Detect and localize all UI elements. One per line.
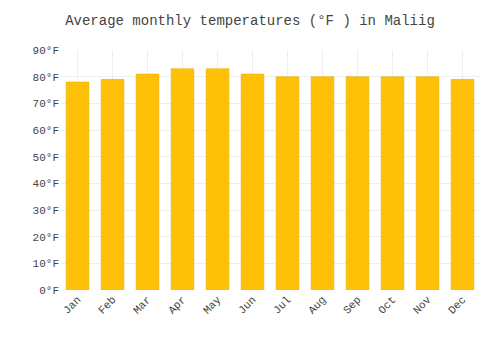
svg-text:Nov: Nov — [411, 294, 434, 317]
svg-text:Mar: Mar — [131, 294, 153, 316]
svg-text:Oct: Oct — [376, 294, 398, 316]
svg-text:Aug: Aug — [306, 294, 328, 316]
svg-text:20°F: 20°F — [33, 232, 59, 244]
svg-text:Dec: Dec — [446, 294, 468, 316]
svg-text:Apr: Apr — [166, 294, 188, 316]
svg-text:70°F: 70°F — [33, 98, 59, 110]
svg-text:90°F: 90°F — [33, 45, 59, 57]
svg-text:Sep: Sep — [341, 294, 363, 316]
svg-text:Feb: Feb — [96, 294, 118, 316]
svg-text:May: May — [201, 294, 224, 317]
svg-text:Jan: Jan — [61, 294, 83, 316]
svg-text:Jun: Jun — [236, 294, 258, 316]
svg-text:40°F: 40°F — [33, 178, 59, 190]
svg-text:50°F: 50°F — [33, 152, 59, 164]
svg-text:Average monthly temperatures (: Average monthly temperatures (°F ) in Ma… — [65, 13, 435, 29]
svg-text:Jul: Jul — [271, 294, 293, 316]
svg-text:10°F: 10°F — [33, 258, 59, 270]
svg-text:60°F: 60°F — [33, 125, 59, 137]
svg-text:80°F: 80°F — [33, 72, 59, 84]
svg-text:0°F: 0°F — [39, 285, 59, 297]
svg-text:30°F: 30°F — [33, 205, 59, 217]
